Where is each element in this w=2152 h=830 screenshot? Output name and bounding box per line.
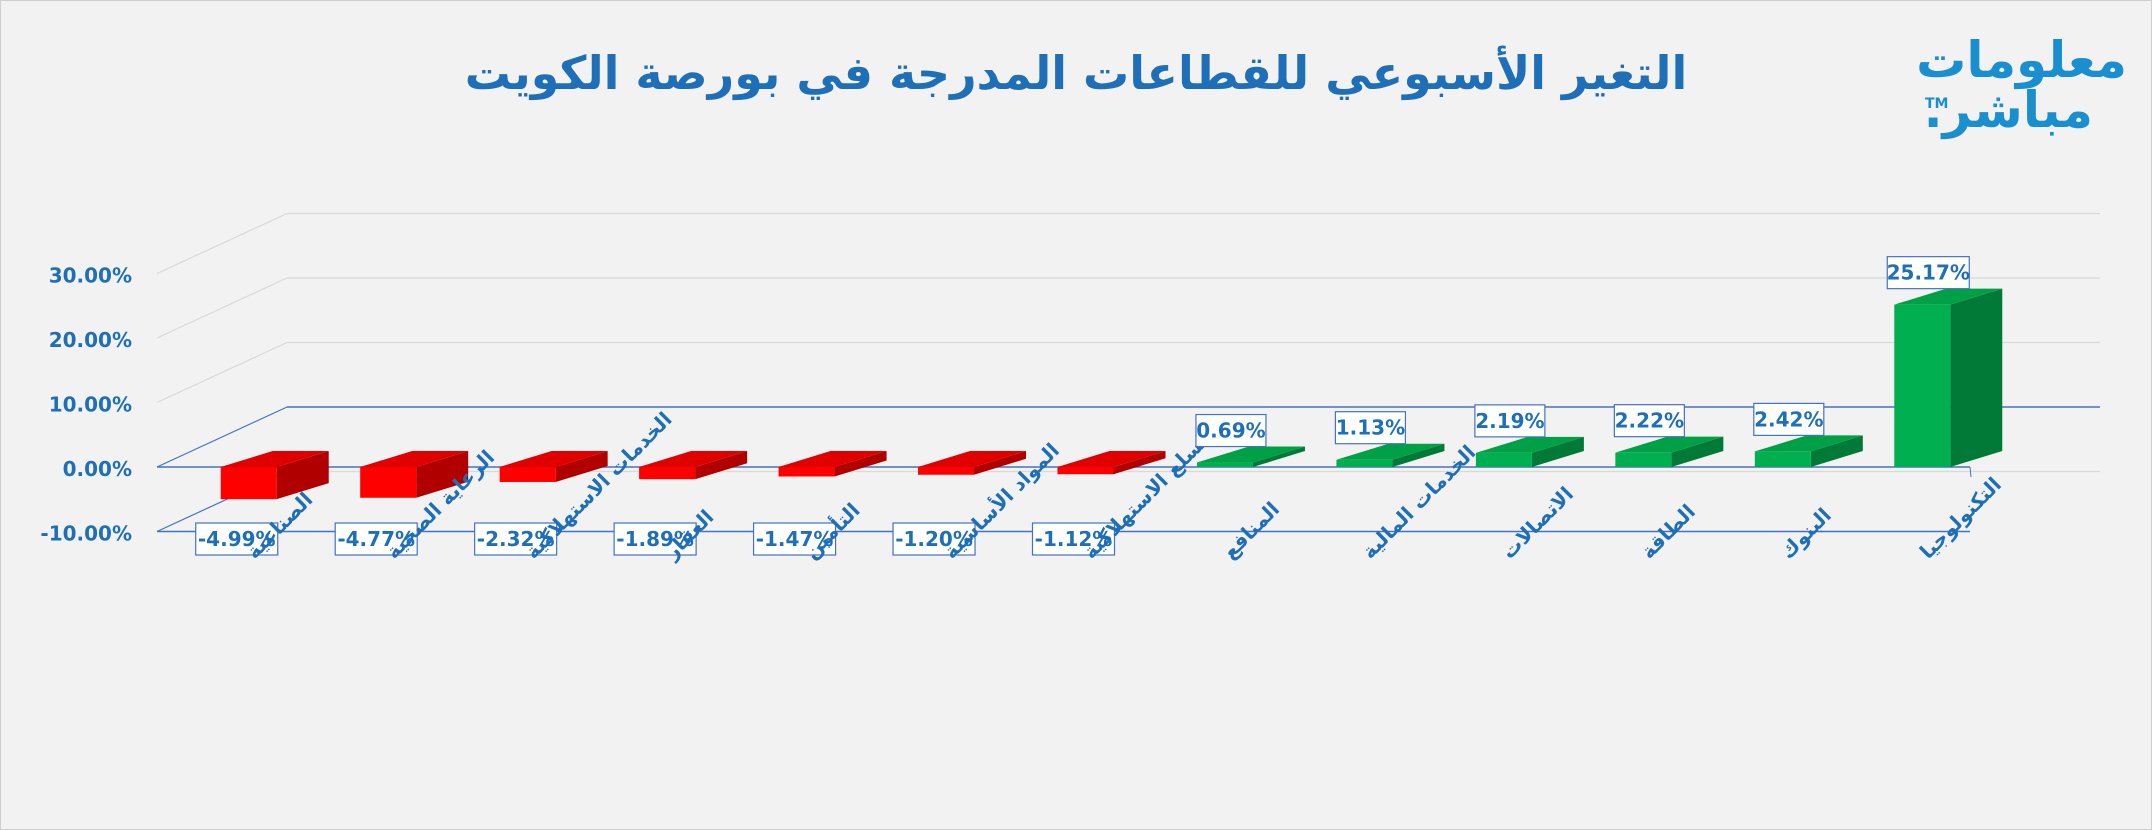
category-label: المنافع <box>1218 497 1285 564</box>
bar <box>1336 459 1393 467</box>
bar <box>778 467 835 477</box>
bar-side <box>1810 435 1863 467</box>
y-tick-label: 30.00% <box>49 264 132 288</box>
data-label: -1.12% <box>1035 527 1113 551</box>
bar <box>639 467 696 480</box>
bar-top <box>360 451 469 467</box>
bar <box>1057 467 1114 475</box>
data-label-box <box>195 522 279 556</box>
bar <box>1475 452 1532 467</box>
data-label: 0.69% <box>1196 419 1265 443</box>
side-gridline <box>156 277 288 339</box>
bar <box>499 467 556 482</box>
bar <box>918 467 975 475</box>
axis-end-tick <box>1969 466 1972 478</box>
data-label-box <box>1753 402 1825 436</box>
bar-side <box>416 451 469 498</box>
data-label: 1.13% <box>1336 416 1405 440</box>
data-label-box <box>1195 413 1267 448</box>
y-tick-label: 0.00% <box>63 457 132 481</box>
category-label: التكنولوجيا <box>1915 472 2006 563</box>
side-gridline <box>156 212 288 275</box>
data-label-box <box>1474 404 1546 438</box>
bar-top <box>1336 443 1445 460</box>
logo-line-2: مباشر. <box>1923 81 2093 139</box>
data-label-box <box>1613 404 1685 438</box>
bar <box>220 467 277 500</box>
data-label: 25.17% <box>1887 261 1970 285</box>
logo-line-1: معلومات <box>1916 31 2127 89</box>
chart-title: التغير الأسبوعي للقطاعات المدرجة في بورص… <box>464 46 1688 100</box>
bar-side <box>1252 446 1305 467</box>
bar-top <box>918 451 1027 467</box>
data-label-box <box>613 522 697 556</box>
side-gridline <box>156 341 288 404</box>
bar-top <box>1475 436 1584 453</box>
bar <box>1754 451 1811 467</box>
data-label-box <box>1886 256 1970 290</box>
bar-top <box>1196 446 1305 463</box>
data-label: -2.32% <box>477 527 555 551</box>
bar-top <box>1615 436 1724 453</box>
y-tick-label: 20.00% <box>49 328 132 352</box>
data-label-box <box>752 522 837 556</box>
bar-side <box>1531 436 1584 467</box>
bar-side <box>1671 436 1724 467</box>
bar <box>1894 304 1951 467</box>
bar-side <box>276 451 329 500</box>
data-label: 2.22% <box>1615 409 1684 433</box>
logo-trademark: TM <box>1925 96 1949 112</box>
data-label: -1.89% <box>616 527 694 551</box>
bar-top <box>499 451 608 467</box>
y-tick-label: -10.00% <box>40 522 132 546</box>
data-label: -4.77% <box>337 527 415 551</box>
data-label: -1.20% <box>895 527 973 551</box>
bar-side <box>555 451 608 482</box>
category-label: البنوك <box>1775 503 1836 564</box>
data-label-box <box>474 522 558 556</box>
bar-side <box>695 451 748 480</box>
bar-side <box>834 451 887 477</box>
bar-top <box>778 451 887 467</box>
side-gridline <box>156 406 288 468</box>
category-label: الاتصالات <box>1496 482 1578 564</box>
bar-top <box>1894 288 2003 305</box>
mubasher-logo: معلومات مباشر. TM <box>1915 30 2135 150</box>
data-label: 2.42% <box>1754 407 1823 431</box>
data-label-box <box>1334 411 1407 445</box>
bar-side <box>1392 443 1445 467</box>
bar-top <box>1754 435 1863 452</box>
bar <box>1615 452 1672 467</box>
data-label-box <box>892 522 976 556</box>
bar-side <box>1113 451 1166 475</box>
data-label-box <box>1031 522 1116 556</box>
data-label: -4.99% <box>198 527 276 551</box>
data-label-box <box>334 522 418 556</box>
data-label: 2.19% <box>1475 409 1544 433</box>
bar-side <box>1950 288 2003 467</box>
bar <box>360 467 417 498</box>
bar-side <box>974 451 1027 475</box>
bar <box>1196 462 1253 467</box>
y-tick-label: 10.00% <box>49 393 132 417</box>
bar-top <box>1057 451 1166 467</box>
data-label: -1.47% <box>756 527 834 551</box>
bar-top <box>220 451 329 467</box>
bar-top <box>639 451 748 467</box>
